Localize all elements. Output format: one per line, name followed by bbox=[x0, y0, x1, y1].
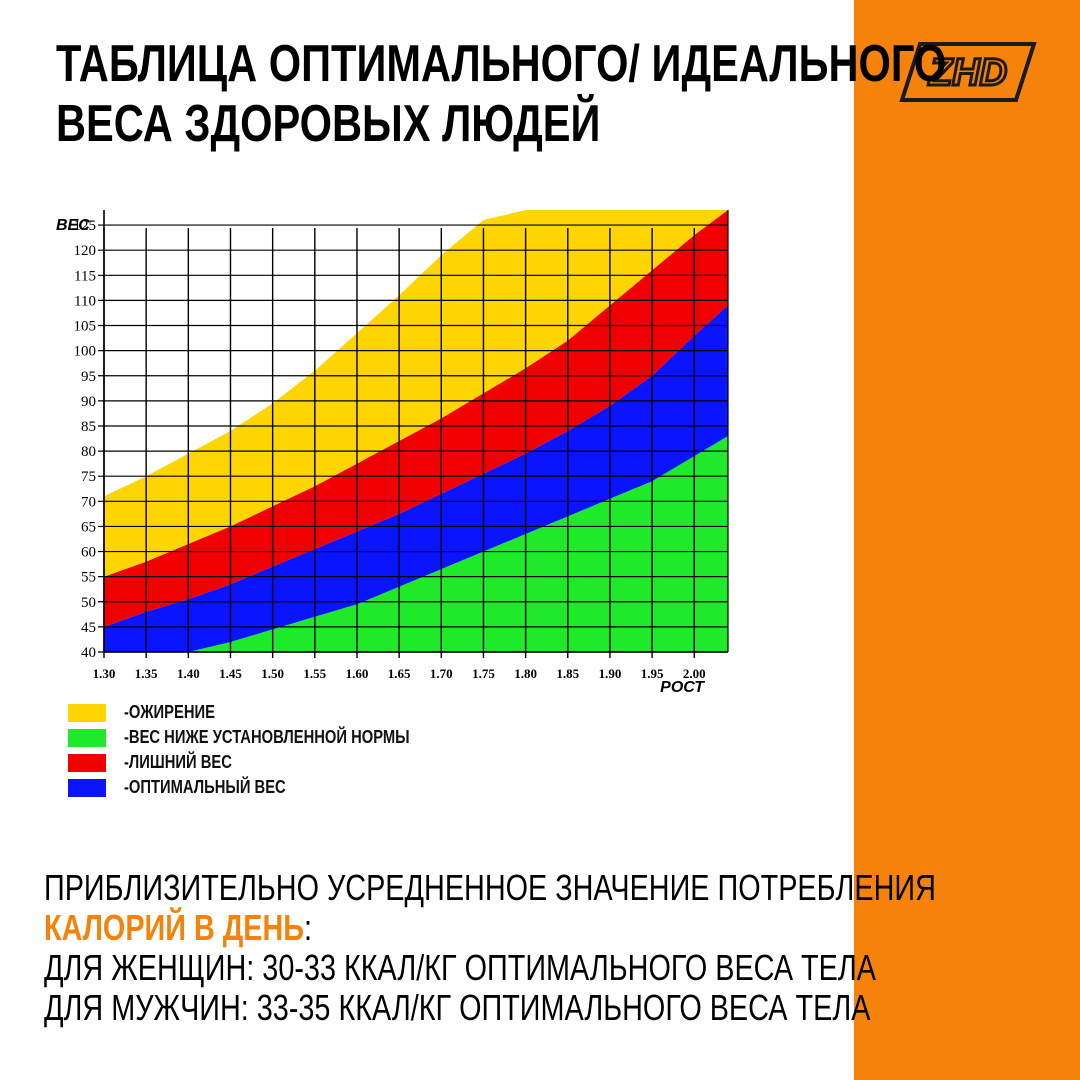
band-overweight bbox=[104, 210, 728, 627]
y-tick-label: 60 bbox=[81, 545, 96, 561]
x-tick-label: 1.45 bbox=[219, 666, 242, 681]
x-tick-label: 1.55 bbox=[303, 666, 326, 681]
logo-frame-icon bbox=[899, 42, 1037, 102]
title-line-2: ВЕСА ЗДОРОВЫХ ЛЮДЕЙ bbox=[56, 95, 601, 153]
y-tick-label: 70 bbox=[81, 494, 96, 510]
orange-side-panel bbox=[854, 0, 1080, 1080]
band-optimal bbox=[104, 305, 728, 652]
y-tick-label: 85 bbox=[81, 419, 96, 435]
y-tick-label: 110 bbox=[74, 293, 96, 309]
band-underweight bbox=[104, 436, 728, 652]
x-tick-label: 1.60 bbox=[346, 666, 369, 681]
legend-swatch-yellow bbox=[68, 703, 106, 722]
y-tick-label: 45 bbox=[81, 620, 96, 636]
x-axis-label: РОСТ bbox=[660, 679, 705, 696]
legend-label: -ЛИШНИЙ ВЕС bbox=[124, 752, 232, 772]
chart-legend: -ОЖИРЕНИЕ -ВЕС НИЖЕ УСТАНОВЛЕННОЙ НОРМЫ … bbox=[68, 700, 548, 800]
legend-swatch-red bbox=[68, 753, 106, 772]
legend-label: -ОЖИРЕНИЕ bbox=[124, 702, 215, 722]
y-tick-label: 90 bbox=[81, 394, 96, 410]
legend-swatch-blue bbox=[68, 778, 106, 797]
y-tick-label: 115 bbox=[74, 268, 96, 284]
logo-text: ZHD bbox=[928, 52, 1007, 94]
title-line-1: ТАБЛИЦА ОПТИМАЛЬНОГО/ ИДЕАЛЬНОГО bbox=[56, 35, 947, 93]
calorie-colon: : bbox=[303, 907, 312, 948]
y-tick-label: 105 bbox=[74, 319, 97, 335]
y-axis-label: ВЕС bbox=[56, 217, 90, 234]
x-tick-label: 1.30 bbox=[93, 666, 116, 681]
page-title: ТАБЛИЦА ОПТИМАЛЬНОГО/ ИДЕАЛЬНОГО ВЕСА ЗД… bbox=[56, 34, 947, 154]
y-tick-label: 95 bbox=[81, 369, 96, 385]
legend-item-overweight: -ЛИШНИЙ ВЕС bbox=[68, 750, 548, 775]
x-tick-label: 1.50 bbox=[261, 666, 284, 681]
calorie-info-women: ДЛЯ ЖЕНЩИН: 30-33 ККАЛ/КГ ОПТИМАЛЬНОГО В… bbox=[44, 947, 876, 988]
calorie-info-men: ДЛЯ МУЖЧИН: 33-35 ККАЛ/КГ ОПТИМАЛЬНОГО В… bbox=[44, 987, 871, 1028]
calorie-info-line-2: КАЛОРИЙ В ДЕНЬ: bbox=[44, 908, 796, 948]
x-tick-label: 1.85 bbox=[556, 666, 579, 681]
weight-height-chart: 1.30 1.35 1.40 1.45 1.50 1.55 1.60 1.65 1.70 1.75… bbox=[56, 210, 729, 696]
legend-label: -ВЕС НИЖЕ УСТАНОВЛЕННОЙ НОРМЫ bbox=[124, 727, 410, 747]
band-obesity bbox=[104, 210, 728, 577]
calorie-info: ПРИБЛИЗИТЕЛЬНО УСРЕДНЕННОЕ ЗНАЧЕНИЕ ПОТР… bbox=[44, 867, 936, 1028]
x-tick-label: 1.40 bbox=[177, 666, 200, 681]
x-tick-label: 1.80 bbox=[514, 666, 537, 681]
y-tick-label: 80 bbox=[81, 444, 96, 460]
zhd-logo: ZHD bbox=[899, 42, 1037, 102]
y-tick-label: 100 bbox=[74, 344, 97, 360]
x-tick-label: 1.35 bbox=[135, 666, 158, 681]
x-tick-label: 2.00 bbox=[683, 666, 706, 681]
y-tick-label: 75 bbox=[81, 469, 96, 485]
x-tick-label: 1.70 bbox=[430, 666, 453, 681]
x-tick-label: 1.90 bbox=[599, 666, 622, 681]
legend-item-obesity: -ОЖИРЕНИЕ bbox=[68, 700, 548, 725]
legend-label: -ОПТИМАЛЬНЫЙ ВЕС bbox=[124, 777, 286, 797]
y-tick-label: 50 bbox=[81, 595, 96, 611]
y-tick-label: 125 bbox=[74, 218, 97, 234]
legend-swatch-green bbox=[68, 728, 106, 747]
x-tick-label: 1.75 bbox=[472, 666, 495, 681]
calorie-info-line-1: ПРИБЛИЗИТЕЛЬНО УСРЕДНЕННОЕ ЗНАЧЕНИЕ ПОТР… bbox=[44, 867, 936, 908]
x-tick-label: 1.95 bbox=[641, 666, 664, 681]
y-tick-label: 55 bbox=[81, 570, 96, 586]
x-tick-label: 1.65 bbox=[388, 666, 411, 681]
calorie-highlight: КАЛОРИЙ В ДЕНЬ bbox=[44, 907, 304, 948]
legend-item-optimal: -ОПТИМАЛЬНЫЙ ВЕС bbox=[68, 775, 548, 800]
legend-item-underweight: -ВЕС НИЖЕ УСТАНОВЛЕННОЙ НОРМЫ bbox=[68, 725, 548, 750]
y-tick-label: 120 bbox=[74, 243, 97, 259]
y-tick-label: 65 bbox=[81, 519, 96, 535]
y-tick-label: 40 bbox=[81, 645, 96, 661]
